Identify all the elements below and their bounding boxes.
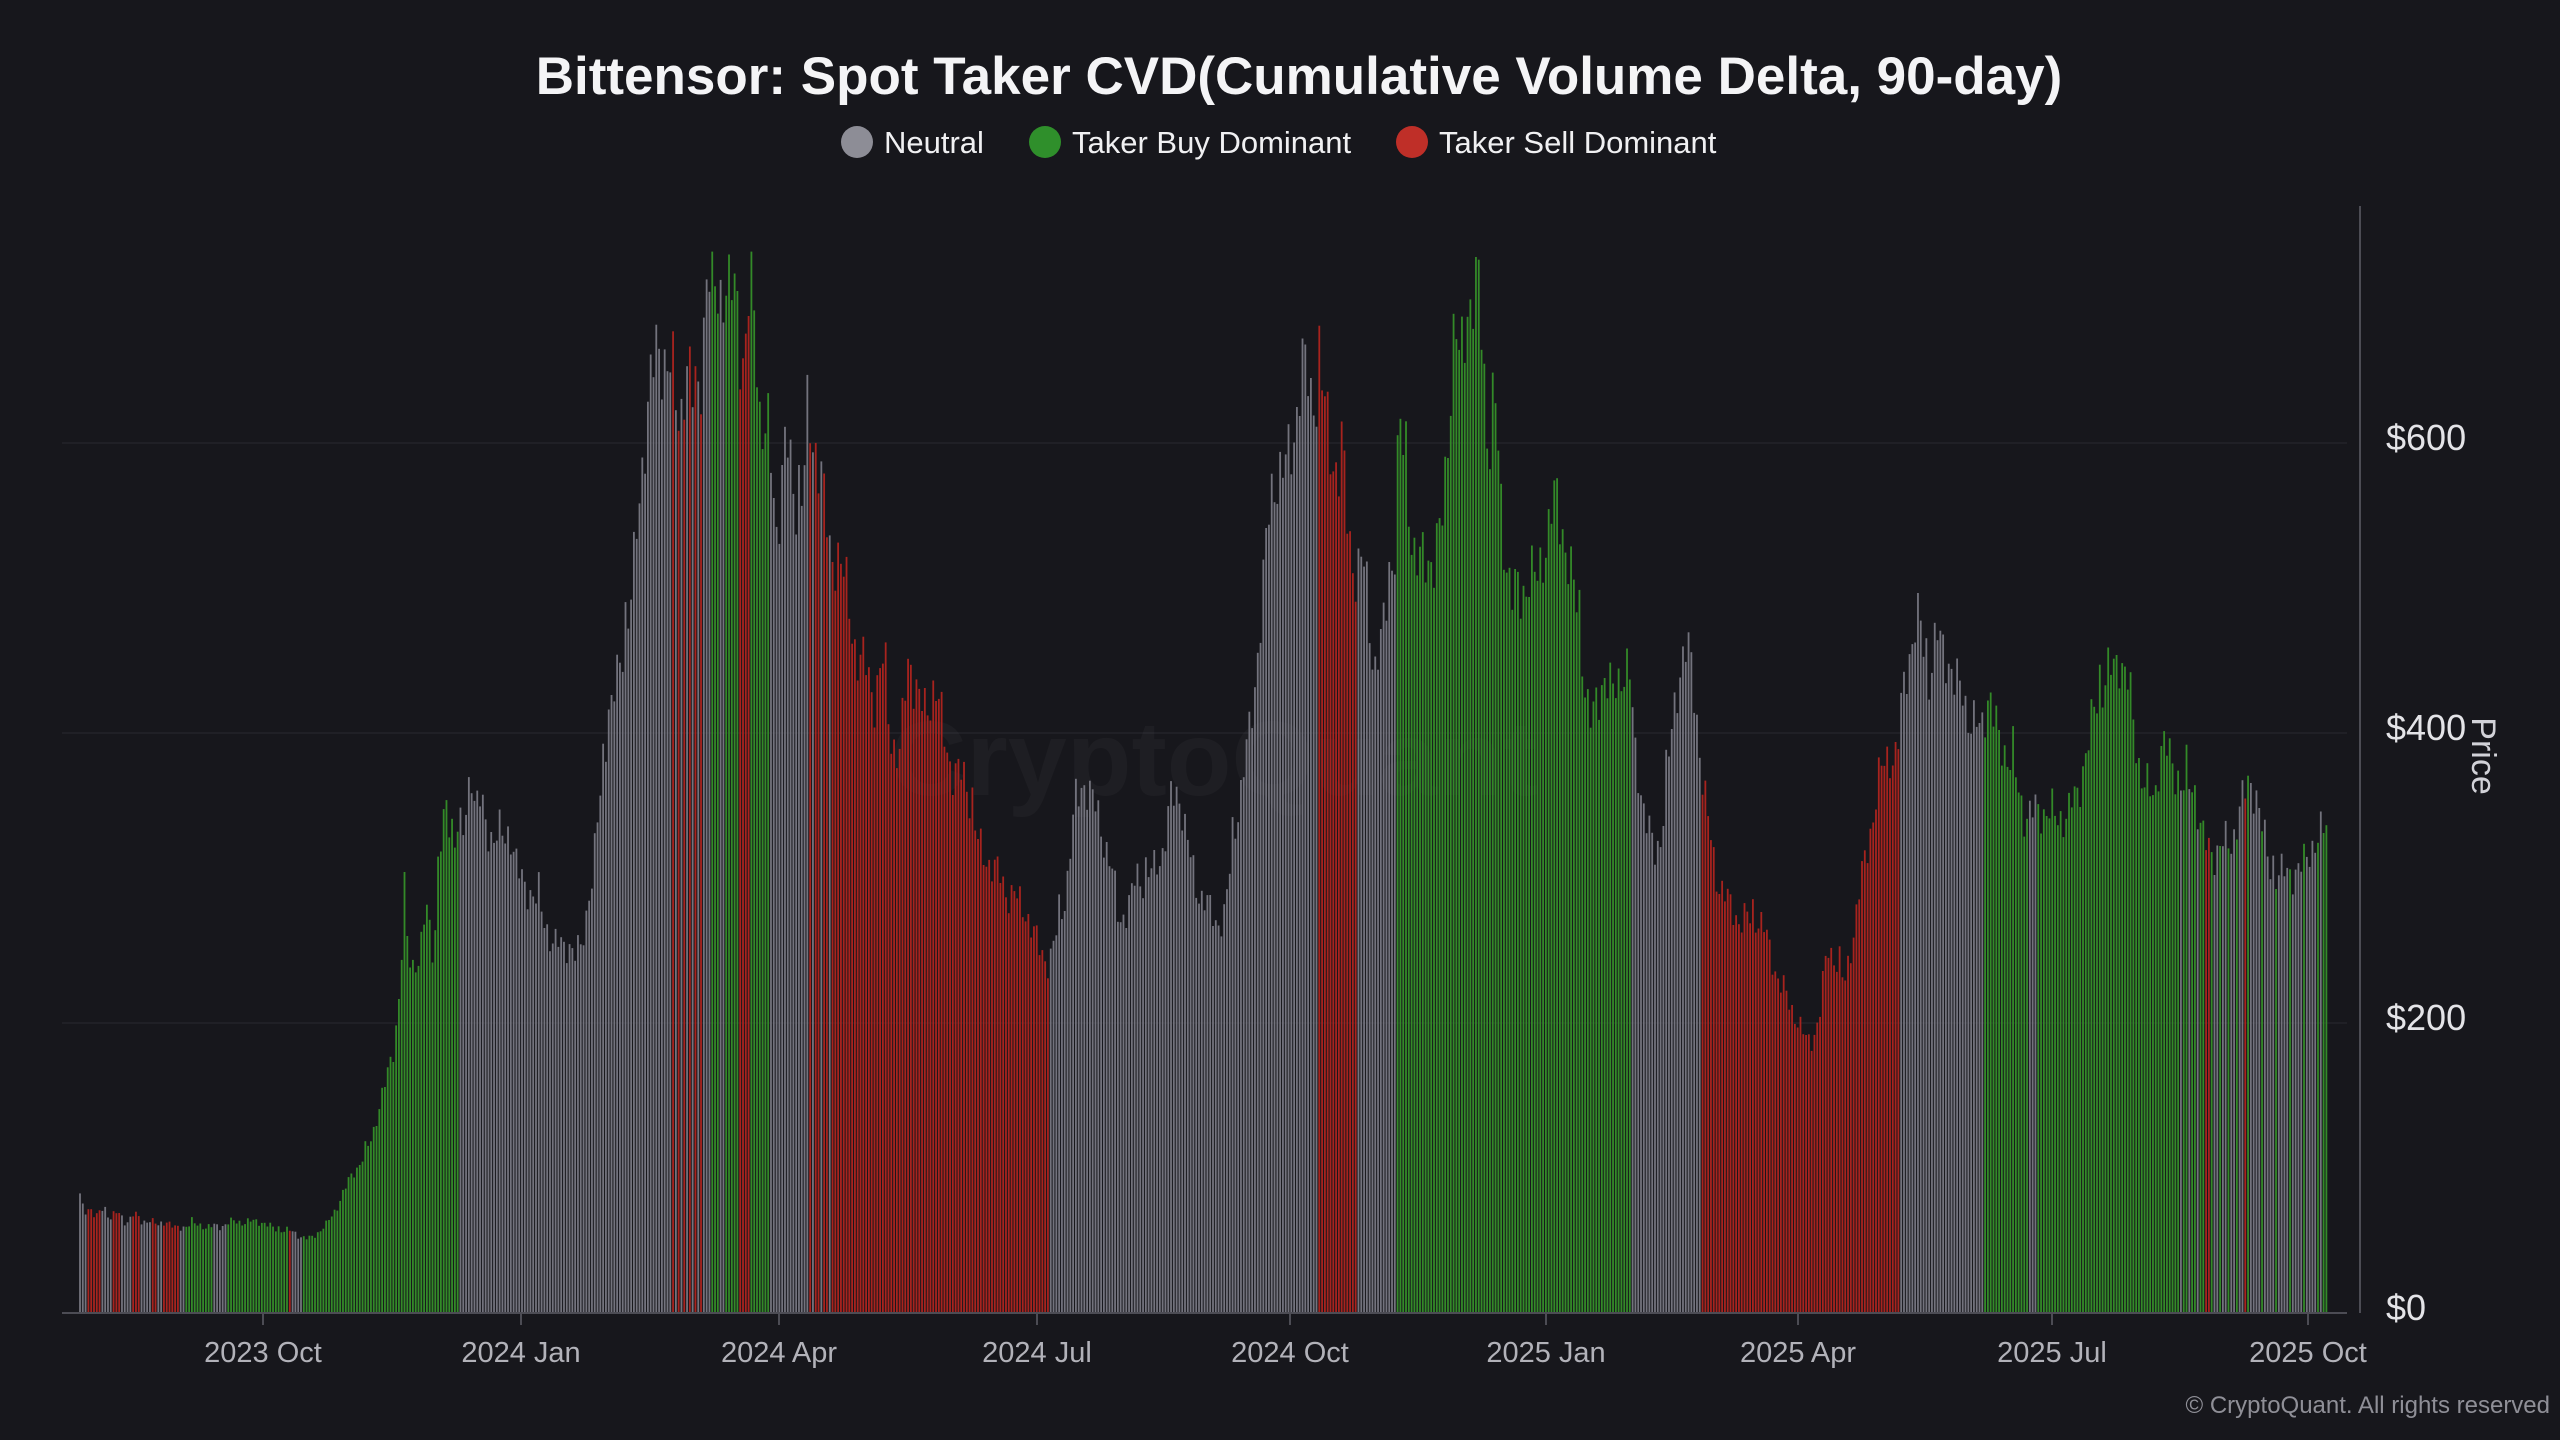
svg-text:$400: $400 [2386, 707, 2466, 748]
svg-text:Taker Buy Dominant: Taker Buy Dominant [1072, 125, 1352, 160]
svg-text:$600: $600 [2386, 417, 2466, 458]
svg-text:CryptoQuant: CryptoQuant [890, 700, 1538, 818]
svg-text:2025 Oct: 2025 Oct [2249, 1337, 2367, 1369]
svg-text:Neutral: Neutral [884, 125, 984, 160]
svg-text:2025 Jul: 2025 Jul [1997, 1337, 2107, 1369]
svg-text:$0: $0 [2386, 1287, 2426, 1328]
svg-text:Taker Sell Dominant: Taker Sell Dominant [1439, 125, 1717, 160]
svg-text:Bittensor: Spot Taker CVD(Cumu: Bittensor: Spot Taker CVD(Cumulative Vol… [536, 47, 2063, 106]
svg-text:$200: $200 [2386, 997, 2466, 1038]
svg-text:2023 Oct: 2023 Oct [204, 1337, 322, 1369]
svg-text:2024 Oct: 2024 Oct [1231, 1337, 1349, 1369]
svg-text:2024 Jul: 2024 Jul [982, 1337, 1092, 1369]
svg-text:© CryptoQuant. All rights rese: © CryptoQuant. All rights reserved [2186, 1392, 2551, 1419]
svg-text:2025 Apr: 2025 Apr [1740, 1337, 1856, 1369]
svg-text:2024 Jan: 2024 Jan [461, 1337, 580, 1369]
svg-text:Price: Price [2464, 717, 2502, 794]
svg-text:2024 Apr: 2024 Apr [721, 1337, 837, 1369]
svg-text:2025 Jan: 2025 Jan [1486, 1337, 1605, 1369]
